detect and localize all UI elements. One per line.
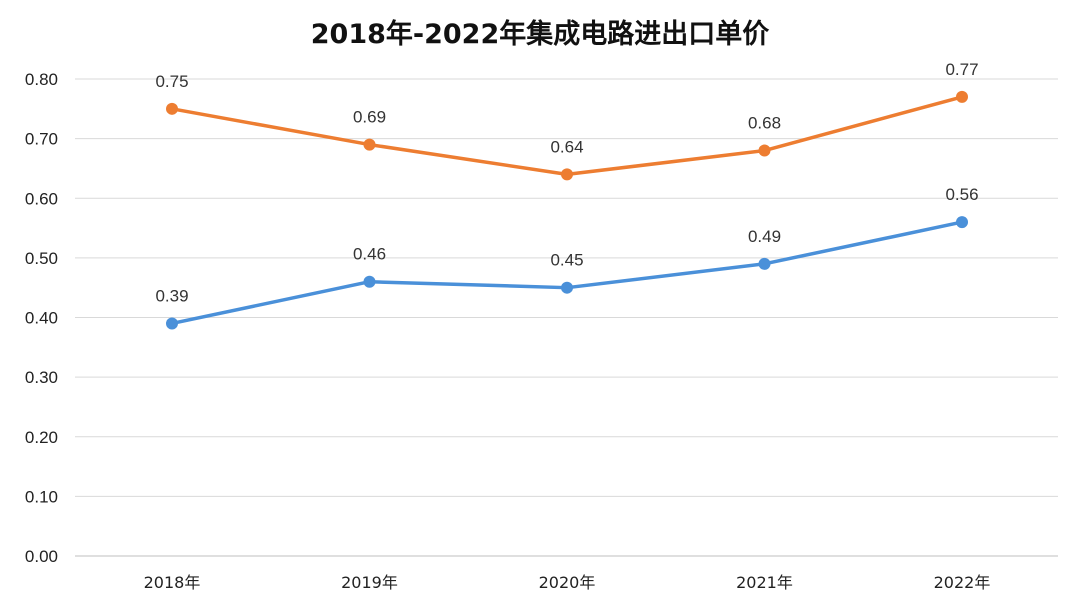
- data-label: 0.75: [155, 72, 188, 91]
- data-point: [363, 138, 376, 151]
- data-label: 0.56: [945, 185, 978, 204]
- y-tick-label: 0.70: [25, 130, 58, 149]
- data-labels: 0.75 0.69 0.64 0.68 0.77 0.39 0.46 0.45 0.49 0.56: [155, 60, 978, 306]
- y-tick-label: 0.50: [25, 249, 58, 268]
- y-tick-label: 0.10: [25, 487, 58, 506]
- y-tick-label: 0.80: [25, 70, 58, 89]
- data-point: [758, 257, 771, 270]
- data-point: [363, 275, 376, 288]
- data-point: [956, 216, 968, 229]
- data-point: [758, 144, 771, 157]
- y-tick-label: 0.00: [25, 547, 58, 566]
- series-line: [171, 95, 963, 177]
- gridlines: [75, 78, 1058, 557]
- data-label: 0.77: [945, 60, 978, 79]
- data-label: 0.69: [353, 108, 386, 127]
- chart-title: 2018年-2022年集成电路进出口单价: [310, 19, 770, 50]
- data-label: 0.45: [550, 251, 583, 270]
- data-point: [166, 317, 178, 330]
- x-tick-label: 2018年: [144, 573, 201, 592]
- data-label: 0.64: [550, 137, 583, 156]
- x-axis-tick-labels: 2018年 2019年 2020年 2021年 2022年: [144, 573, 991, 592]
- y-tick-label: 0.40: [25, 309, 58, 328]
- y-tick-label: 0.60: [25, 189, 58, 208]
- data-label: 0.49: [748, 227, 781, 246]
- data-point: [561, 168, 573, 181]
- x-tick-label: 2020年: [539, 573, 596, 592]
- data-label: 0.46: [353, 245, 386, 264]
- y-axis-tick-labels: 0.00 0.10 0.20 0.30 0.40 0.50 0.60 0.70 0.80: [25, 70, 58, 566]
- series-lines: [166, 90, 968, 330]
- data-label: 0.39: [155, 286, 188, 305]
- data-label: 0.68: [748, 114, 781, 133]
- y-tick-label: 0.20: [25, 428, 58, 447]
- x-tick-label: 2021年: [736, 573, 793, 592]
- x-tick-label: 2019年: [341, 573, 398, 592]
- series-line: [171, 220, 963, 326]
- data-point: [166, 102, 178, 115]
- data-point: [956, 90, 968, 103]
- y-tick-label: 0.30: [25, 368, 58, 387]
- data-point: [561, 281, 573, 294]
- x-tick-label: 2022年: [934, 573, 991, 592]
